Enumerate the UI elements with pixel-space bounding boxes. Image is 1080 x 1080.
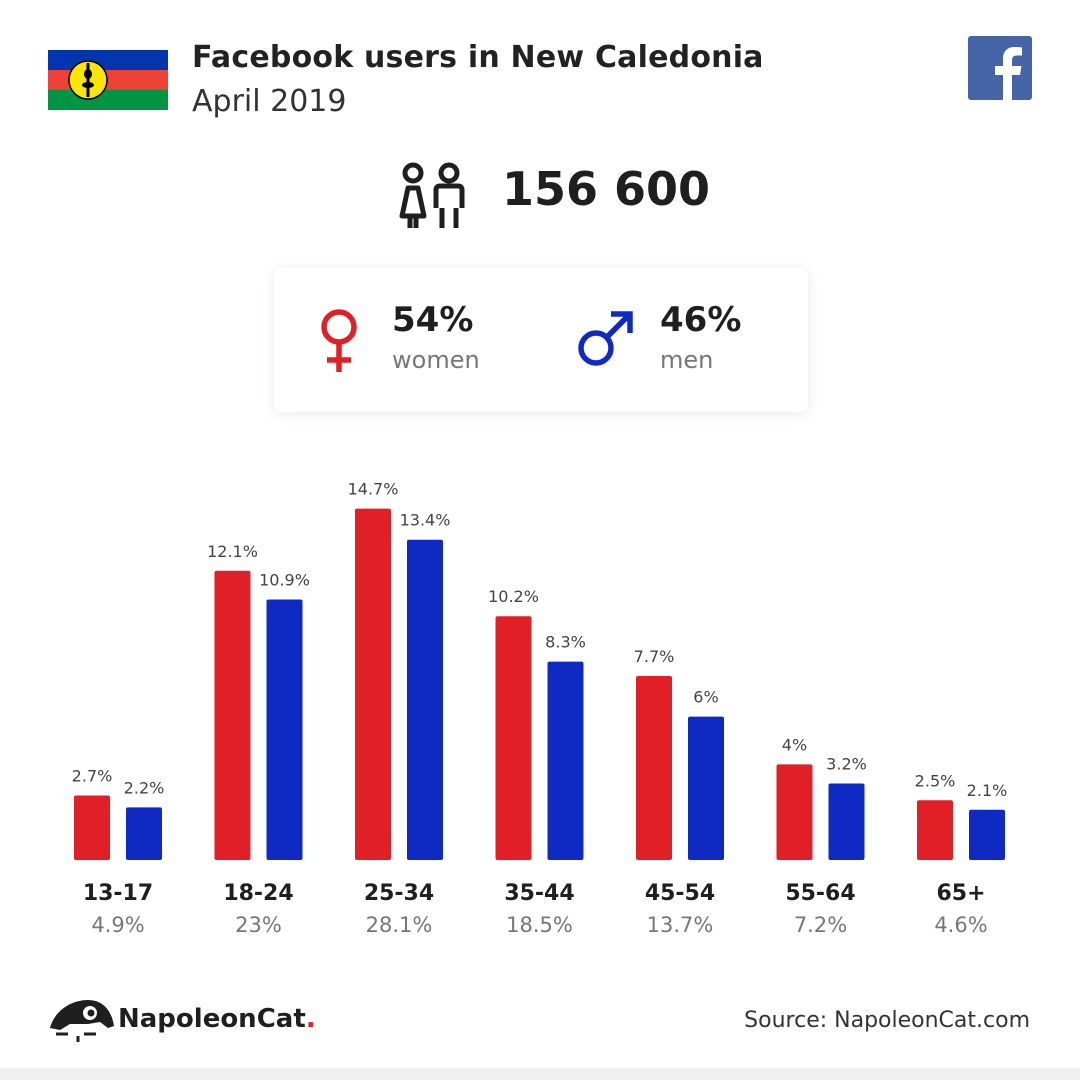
- napoleoncat-logo-icon: [50, 1000, 114, 1042]
- female-icon: [321, 309, 357, 372]
- facebook-icon[interactable]: [968, 36, 1032, 100]
- age-group-label: 35-44: [504, 881, 574, 906]
- bar-value-label: 7.7%: [634, 647, 675, 666]
- age-group-label: 55-64: [785, 881, 855, 906]
- bar-45-54-women: [636, 675, 672, 860]
- bar-35-44-women: [495, 616, 532, 860]
- age-group-label: 45-54: [645, 881, 715, 906]
- bar-value-label: 12.1%: [207, 542, 258, 561]
- bar-35-44-men: [547, 661, 584, 860]
- bar-13-17-men: [126, 807, 162, 860]
- bar-value-label: 2.5%: [915, 771, 956, 790]
- bar-value-label: 4%: [782, 735, 807, 754]
- brand-dot: .: [305, 1004, 316, 1034]
- page-subtitle: April 2019: [192, 84, 347, 119]
- age-group-total: 18.5%: [506, 913, 573, 937]
- men-percent: 46%: [660, 300, 742, 340]
- bar-value-label: 2.7%: [72, 766, 113, 785]
- age-group-total: 28.1%: [366, 913, 433, 937]
- age-group-label: 25-34: [364, 881, 434, 906]
- bar-18-24-men: [266, 599, 303, 860]
- women-percent: 54%: [392, 300, 474, 340]
- source-note: Source: NapoleonCat.com: [744, 1008, 1030, 1033]
- bar-value-label: 2.2%: [124, 778, 165, 797]
- gender-split-card: 54% women 46% men: [274, 268, 808, 412]
- brand-name: NapoleonCat.: [118, 1004, 316, 1034]
- age-group-label: 13-17: [83, 881, 153, 906]
- page-title: Facebook users in New Caledonia: [192, 40, 764, 75]
- bar-value-label: 14.7%: [348, 480, 399, 499]
- bar-value-label: 10.9%: [259, 570, 310, 589]
- women-label: women: [392, 346, 480, 374]
- bar-value-label: 3.2%: [826, 755, 867, 774]
- age-group-total: 4.6%: [934, 913, 987, 937]
- bar-65+-men: [969, 809, 1005, 860]
- bar-45-54-men: [688, 716, 724, 860]
- male-icon: [578, 311, 633, 366]
- men-label: men: [660, 346, 714, 374]
- bar-value-label: 8.3%: [545, 633, 586, 652]
- bar-value-label: 13.4%: [400, 511, 451, 530]
- age-group-total: 4.9%: [91, 913, 144, 937]
- bar-25-34-women: [355, 508, 391, 860]
- bar-13-17-women: [74, 795, 110, 860]
- footer-bar: [0, 1068, 1080, 1080]
- bar-55-64-women: [776, 764, 813, 860]
- age-group-total: 23%: [235, 913, 282, 937]
- bar-value-label: 6%: [693, 688, 718, 707]
- age-group-label: 65+: [936, 881, 985, 906]
- new-caledonia-flag-icon: [48, 50, 168, 110]
- bar-25-34-men: [407, 539, 443, 860]
- age-group-label: 18-24: [223, 881, 293, 906]
- total-users-count: 156 600: [502, 162, 711, 216]
- age-distribution-chart: 2.7% 2.2% 13-17 4.9% 12.1%10.9% 18-24 23% 14.7%…: [72, 480, 1008, 937]
- bar-65+-women: [917, 800, 953, 860]
- bar-value-label: 2.1%: [967, 781, 1008, 800]
- bar-18-24-women: [214, 570, 251, 860]
- age-group-total: 13.7%: [647, 913, 714, 937]
- brand-name-text: NapoleonCat: [118, 1004, 306, 1034]
- bar-value-label: 10.2%: [488, 587, 539, 606]
- bar-55-64-men: [828, 783, 865, 860]
- people-icon: [399, 162, 465, 228]
- age-group-total: 7.2%: [794, 913, 847, 937]
